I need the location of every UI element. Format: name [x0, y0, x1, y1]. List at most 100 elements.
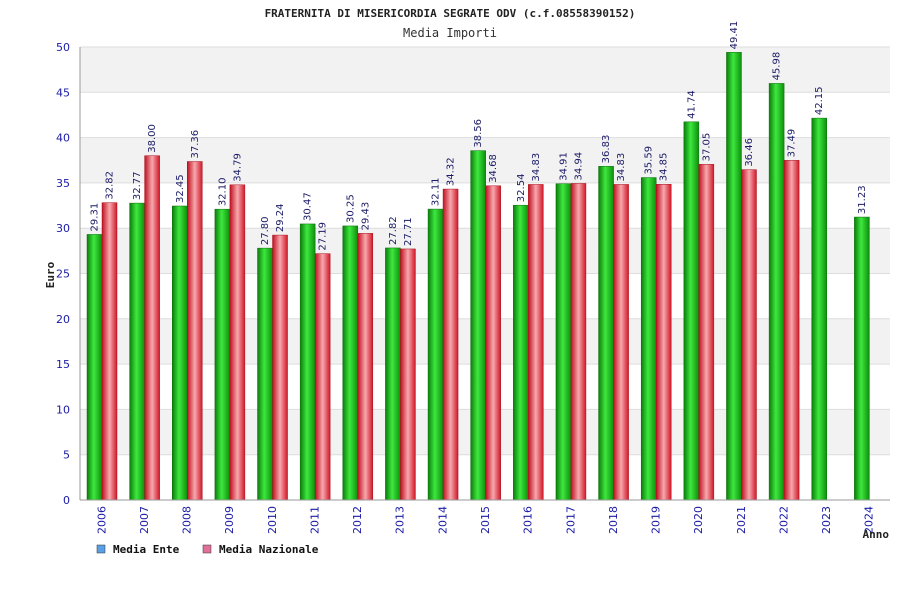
legend-label-media-nazionale: Media Nazionale: [219, 543, 319, 556]
bar-media-ente-2013: [385, 247, 401, 501]
x-tick-label: 2010: [266, 506, 279, 534]
bar-media-nazionale-2020: [698, 164, 715, 501]
data-label: 38.56: [473, 119, 484, 148]
y-tick-label: 10: [56, 403, 70, 416]
y-tick-label: 45: [56, 86, 70, 99]
data-label: 27.82: [388, 216, 399, 245]
data-label: 32.11: [431, 177, 442, 206]
plot-band: [80, 47, 890, 93]
bar-media-ente-2009: [214, 208, 231, 501]
x-tick-label: 2015: [479, 506, 492, 534]
y-tick-label: 50: [56, 41, 70, 54]
y-tick-label: 30: [56, 222, 70, 235]
bar-media-nazionale-2021: [741, 169, 757, 501]
legend-swatch-media-ente: [96, 544, 106, 554]
chart-title: FRATERNITA DI MISERICORDIA SEGRATE ODV (…: [265, 7, 636, 20]
data-label: 36.46: [744, 138, 755, 167]
x-tick-label: 2024: [863, 506, 876, 534]
chart-subtitle: Media Importi: [403, 26, 497, 40]
bar-media-nazionale-2008: [187, 161, 203, 501]
bar-media-nazionale-2017: [570, 183, 587, 501]
y-tick-label: 25: [56, 268, 70, 281]
data-label: 37.49: [787, 129, 798, 158]
data-label: 32.45: [175, 174, 186, 203]
x-tick-label: 2014: [436, 506, 449, 534]
y-axis-ticks: 0 5 10 15 20 25 30 35 40 45 50: [56, 41, 70, 507]
bar-media-nazionale-2012: [357, 233, 374, 501]
data-label: 32.10: [217, 178, 228, 207]
data-label: 32.54: [516, 174, 527, 203]
bar-media-nazionale-2007: [144, 155, 160, 501]
bar-media-nazionale-2015: [485, 185, 501, 501]
x-tick-label: 2019: [650, 506, 663, 534]
data-label: 27.80: [260, 216, 271, 245]
bar-media-ente-2007: [129, 202, 145, 501]
bar-media-ente-2020: [683, 121, 700, 501]
bar-media-ente-2015: [470, 150, 486, 501]
y-tick-label: 0: [63, 494, 70, 507]
x-tick-label: 2016: [522, 506, 535, 534]
data-label: 45.98: [772, 52, 783, 81]
x-axis-ticks: 2006 2007 2008 2009 2010 2011 2012 2013 2014 2015…: [95, 506, 875, 534]
data-label: 34.85: [659, 153, 670, 182]
x-tick-label: 2011: [308, 506, 321, 534]
y-tick-label: 15: [56, 358, 70, 371]
x-tick-label: 2009: [223, 506, 236, 534]
data-label: 34.91: [558, 152, 569, 181]
bar-media-ente-2012: [342, 225, 359, 501]
data-label: 34.32: [446, 157, 457, 186]
bar-media-ente-2010: [257, 247, 273, 501]
data-label: 29.43: [360, 202, 371, 231]
bar-media-ente-2011: [299, 223, 316, 501]
data-label: 35.59: [644, 146, 655, 175]
bar-media-nazionale-2019: [655, 184, 672, 501]
bar-media-ente-2021: [726, 52, 742, 501]
data-labels: 29.31 32.82 32.77 38.00 32.45 37.36 32.10 34.79…: [90, 21, 868, 251]
bar-media-ente-2017: [555, 183, 572, 501]
bar-media-ente-2018: [598, 166, 614, 501]
data-label: 27.71: [403, 217, 414, 246]
y-tick-label: 20: [56, 313, 70, 326]
y-tick-label: 5: [63, 449, 70, 462]
bar-media-ente-2006: [86, 234, 103, 501]
data-label: 34.83: [616, 153, 627, 182]
x-tick-label: 2018: [607, 506, 620, 534]
data-label: 42.15: [814, 86, 825, 115]
data-label: 31.23: [857, 185, 868, 214]
data-label: 34.79: [232, 153, 243, 182]
bar-media-ente-2016: [513, 204, 529, 501]
legend-label-media-ente: Media Ente: [113, 543, 180, 556]
data-label: 34.83: [531, 153, 542, 182]
bar-media-ente-2019: [640, 177, 657, 501]
bar-media-nazionale-2014: [442, 188, 459, 501]
data-label: 27.19: [318, 222, 329, 251]
x-tick-label: 2006: [95, 506, 108, 534]
bar-media-ente-2014: [427, 208, 444, 501]
x-tick-label: 2022: [777, 506, 790, 534]
legend: Media Ente Media Nazionale: [96, 543, 319, 556]
x-tick-label: 2020: [692, 506, 705, 534]
bar-media-nazionale-2022: [783, 160, 800, 501]
x-axis-label: Anno: [863, 528, 890, 541]
bar-media-nazionale-2006: [101, 202, 118, 501]
data-label: 36.83: [601, 135, 612, 164]
x-tick-label: 2013: [394, 506, 407, 534]
y-tick-label: 40: [56, 132, 70, 145]
bar-media-ente-2023: [811, 117, 827, 501]
data-label: 32.82: [105, 171, 116, 200]
bar-media-nazionale-2010: [272, 234, 288, 501]
data-label: 49.41: [729, 21, 740, 50]
data-label: 37.05: [701, 133, 712, 162]
axes: [79, 47, 890, 501]
plot-band: [80, 92, 890, 138]
x-tick-label: 2023: [820, 506, 833, 534]
data-label: 41.74: [686, 90, 697, 119]
bar-media-nazionale-2013: [400, 248, 416, 501]
data-label: 30.25: [345, 194, 356, 223]
x-tick-label: 2012: [351, 506, 364, 534]
data-label: 37.36: [190, 130, 201, 159]
bar-media-nazionale-2016: [528, 184, 544, 501]
y-tick-label: 35: [56, 177, 70, 190]
bar-media-ente-2022: [768, 83, 785, 501]
x-tick-label: 2017: [564, 506, 577, 534]
